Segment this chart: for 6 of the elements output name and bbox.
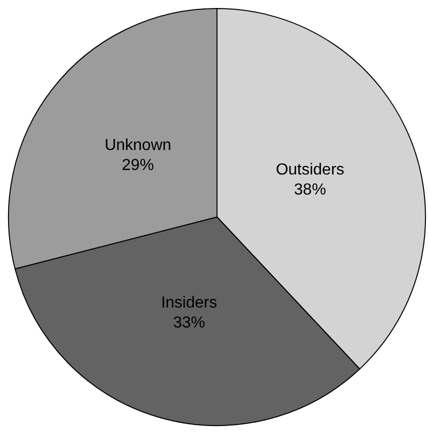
slice-label: Outsiders [276, 162, 344, 179]
data-label: 29% [122, 157, 154, 174]
data-label: 38% [294, 182, 326, 199]
data-label: 33% [173, 314, 206, 332]
slice-label: Unknown [104, 137, 172, 154]
slice-label: Insiders [161, 294, 218, 312]
